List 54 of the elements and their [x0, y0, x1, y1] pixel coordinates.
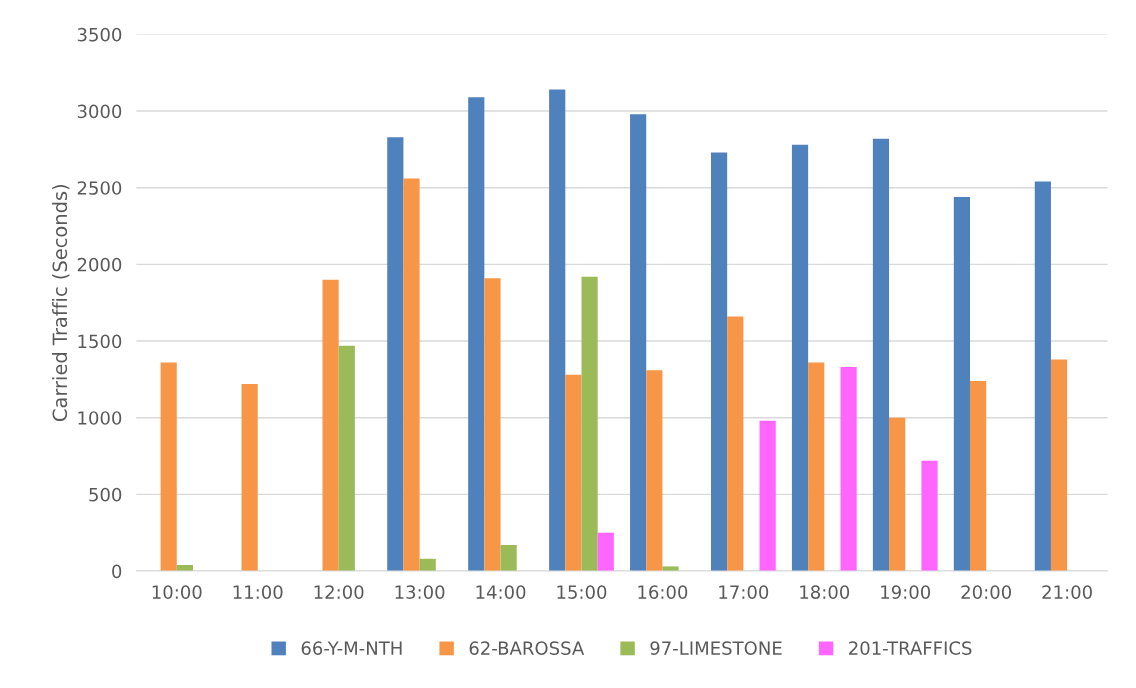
y-tick-label: 3000 — [77, 104, 122, 119]
legend-label: 66-Y-M-NTH — [301, 641, 402, 655]
bar — [921, 460, 938, 572]
bar — [889, 417, 906, 572]
bar — [565, 374, 582, 572]
bar — [662, 566, 679, 572]
x-tick-label: 20:00 — [961, 585, 1012, 599]
legend-label: 62-BAROSSA — [469, 641, 585, 655]
y-tick-label: 2500 — [77, 181, 122, 195]
bar — [808, 362, 825, 572]
bar — [387, 137, 404, 572]
bar — [1050, 359, 1068, 572]
bar — [1034, 181, 1051, 572]
bar — [484, 278, 501, 572]
x-tick-label: 15:00 — [557, 585, 607, 599]
y-tick-label: 500 — [89, 487, 122, 502]
y-tick-label: 2000 — [77, 257, 122, 272]
bar — [953, 196, 970, 572]
bar — [322, 279, 339, 572]
bar — [581, 276, 598, 572]
x-tick-label: 21:00 — [1042, 585, 1092, 599]
y-axis-title: Carried Traffic (Seconds) — [52, 185, 70, 422]
x-tick-label: 16:00 — [638, 585, 688, 599]
bar — [727, 316, 744, 572]
y-tick-label: 0 — [112, 564, 122, 579]
x-tick-label: 11:00 — [233, 585, 283, 599]
legend-label: 97-LIMESTONE — [650, 641, 782, 655]
y-tick-label: 1000 — [78, 411, 122, 425]
bar — [630, 114, 647, 572]
bar — [500, 544, 517, 572]
bar — [791, 144, 809, 572]
bar — [549, 89, 566, 572]
bar — [468, 97, 485, 572]
bar — [840, 367, 857, 572]
bar — [759, 420, 776, 572]
bar — [160, 362, 177, 572]
x-tick-label: 17:00 — [719, 585, 769, 599]
bar — [597, 532, 614, 572]
bar — [403, 178, 420, 572]
bar — [970, 380, 987, 572]
bar — [338, 345, 355, 572]
legend-label: 201-TRAFFICS — [849, 641, 972, 655]
bar — [241, 383, 258, 572]
y-tick-label: 3500 — [77, 27, 122, 42]
y-tick-label: 1500 — [78, 334, 122, 349]
bar — [872, 138, 890, 572]
bar — [710, 152, 728, 572]
x-tick-label: 19:00 — [881, 585, 931, 599]
x-tick-label: 13:00 — [395, 585, 445, 599]
x-tick-label: 14:00 — [476, 585, 526, 599]
x-tick-label: 10:00 — [152, 585, 202, 599]
bar — [646, 370, 663, 572]
x-tick-label: 18:00 — [800, 585, 850, 599]
x-tick-label: 12:00 — [314, 585, 364, 599]
